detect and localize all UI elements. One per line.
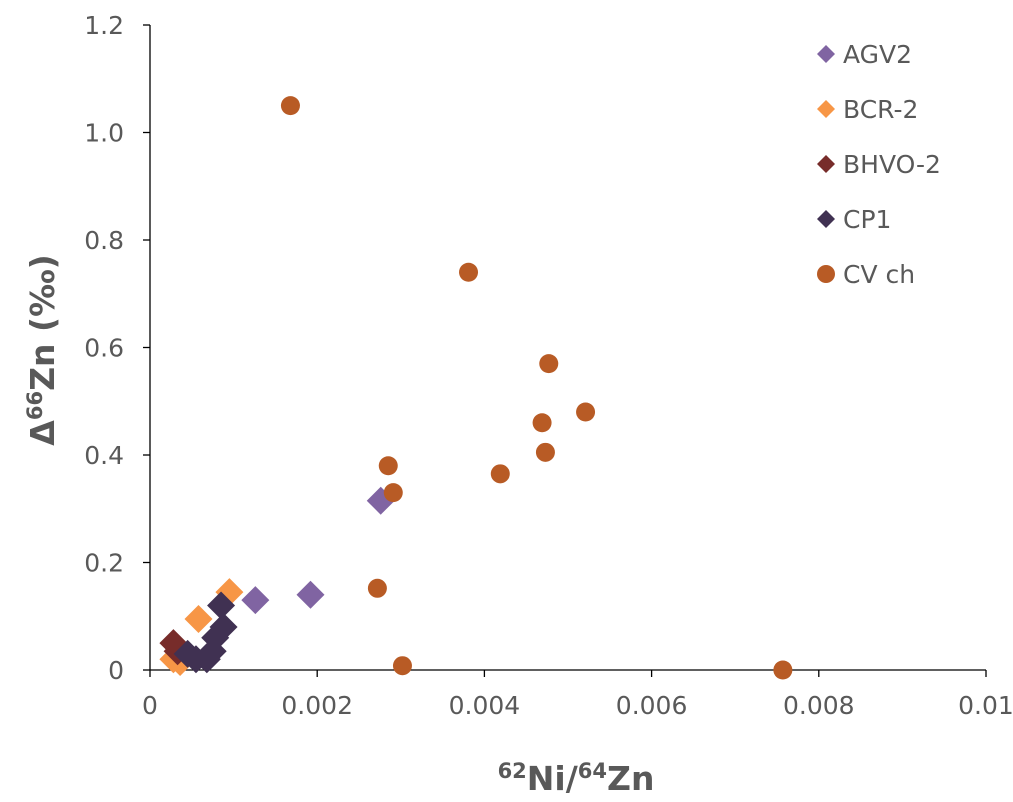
legend-marker-bhvo-2	[817, 155, 835, 173]
x-axis-title: 62Ni/64Zn	[498, 759, 655, 798]
data-point-cv-ch	[773, 660, 793, 680]
y-tick-label: 0.6	[84, 334, 124, 363]
y-tick-label: 1.2	[84, 11, 124, 40]
y-tick-label: 1.0	[84, 119, 124, 148]
tick-labels: 0 0.002 0.004 0.006 0.008 0.01 0 0.2 0.4 0.6 0.8 1.…	[84, 11, 1013, 720]
y-tick-label: 0	[108, 656, 124, 685]
x-tick-label: 0.006	[616, 691, 688, 720]
x-tick-label: 0.008	[783, 691, 855, 720]
legend-marker-cp1	[817, 210, 835, 228]
legend-marker-agv2	[817, 45, 835, 63]
legend-label-cv-ch: CV ch	[843, 260, 915, 289]
legend-label-agv2: AGV2	[843, 40, 912, 69]
y-tick-label: 0.2	[84, 549, 124, 578]
y-axis-title: Δ66Zn (‰)	[23, 254, 62, 445]
x-tick-label: 0	[142, 691, 158, 720]
axes	[143, 24, 987, 677]
y-tick-label: 0.4	[84, 441, 124, 470]
legend-label-cp1: CP1	[843, 205, 891, 234]
data-point-cv-ch	[383, 483, 403, 503]
x-tick-label: 0.004	[449, 691, 521, 720]
x-tick-label: 0.01	[958, 691, 1013, 720]
data-point-cv-ch	[532, 413, 552, 433]
x-tick-label: 0.002	[281, 691, 353, 720]
legend-marker-bcr-2	[817, 100, 835, 118]
data-point-cv-ch	[539, 354, 559, 374]
legend-marker-cv-ch	[817, 265, 835, 283]
data-point-agv2	[241, 586, 270, 615]
data-point-agv2	[296, 580, 325, 609]
data-point-cv-ch	[535, 442, 555, 462]
data-points	[159, 96, 793, 680]
data-point-cv-ch	[378, 456, 398, 476]
data-point-cp1	[207, 591, 236, 620]
y-tick-label: 0.8	[84, 226, 124, 255]
legend: AGV2 BCR-2 BHVO-2 CP1 CV ch	[817, 40, 941, 289]
data-point-cv-ch	[392, 656, 412, 676]
data-point-cv-ch	[490, 464, 510, 484]
legend-label-bhvo-2: BHVO-2	[843, 150, 941, 179]
data-point-cv-ch	[576, 402, 596, 422]
data-point-cv-ch	[459, 262, 479, 282]
legend-label-bcr-2: BCR-2	[843, 95, 918, 124]
data-point-bcr-2	[184, 604, 213, 633]
data-point-cv-ch	[280, 96, 300, 116]
data-point-cv-ch	[367, 578, 387, 598]
data-point-cp1	[209, 613, 238, 641]
